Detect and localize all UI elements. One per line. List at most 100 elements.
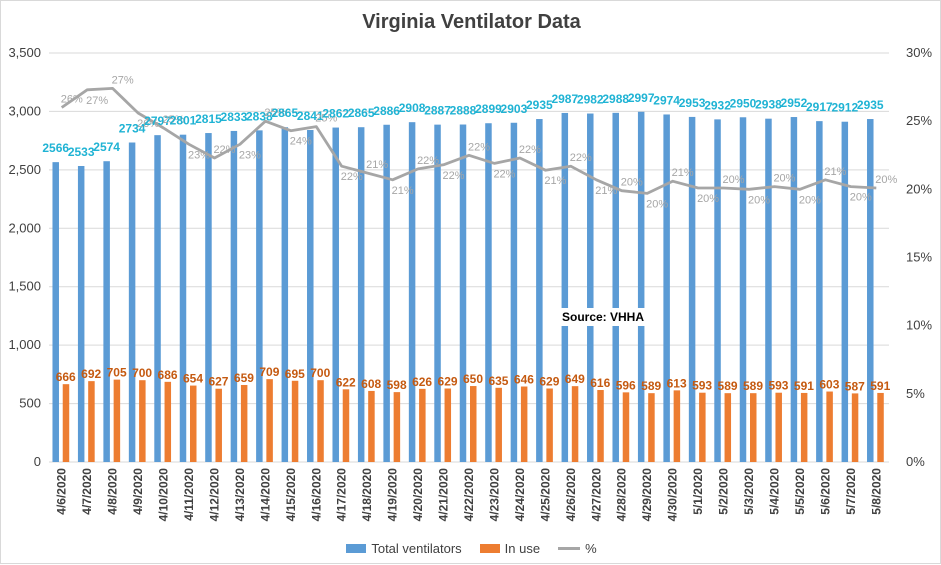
y-right-tick-label: 25% <box>906 113 932 128</box>
x-tick-label: 4/19/2020 <box>386 468 400 522</box>
y-left-tick-label: 3,500 <box>8 45 41 60</box>
data-label-total: 2997 <box>628 91 655 105</box>
data-label-in-use: 608 <box>361 377 381 391</box>
data-label-percent: 20% <box>723 174 745 186</box>
bar-total <box>561 112 569 462</box>
bar-in-use <box>368 390 375 462</box>
data-label-total: 2982 <box>577 93 604 107</box>
data-label-total: 2801 <box>170 114 197 128</box>
data-label-percent: 20% <box>799 194 821 206</box>
y-right-tick-label: 30% <box>906 45 932 60</box>
data-label-percent: 20% <box>748 194 770 206</box>
x-tick-label: 4/26/2020 <box>564 468 578 522</box>
data-label-percent: 22% <box>493 168 515 180</box>
x-tick-label: 4/11/2020 <box>182 468 196 521</box>
x-tick-label: 4/8/2020 <box>106 468 120 515</box>
data-label-in-use: 591 <box>794 379 814 393</box>
bar-total <box>307 130 314 462</box>
data-label-total: 2899 <box>475 102 502 116</box>
bar-in-use <box>62 384 70 462</box>
bar-total <box>841 121 849 462</box>
bar-in-use <box>393 392 401 462</box>
data-label-percent: 23% <box>239 149 261 161</box>
bar-in-use <box>164 381 172 462</box>
data-label-in-use: 616 <box>590 376 610 390</box>
x-tick-label: 4/6/2020 <box>55 468 69 515</box>
data-label-percent: 20% <box>850 192 872 204</box>
x-tick-label: 5/8/2020 <box>869 468 883 515</box>
x-tick-label: 4/14/2020 <box>258 468 272 522</box>
bar-in-use <box>571 386 579 462</box>
bar-total <box>154 135 161 462</box>
data-label-in-use: 709 <box>259 365 279 379</box>
data-label-percent: 21% <box>366 159 388 171</box>
bar-total <box>637 111 645 462</box>
data-label-total: 2888 <box>450 104 477 118</box>
bar-total <box>103 161 110 462</box>
data-label-in-use: 705 <box>107 366 127 380</box>
x-tick-label: 5/7/2020 <box>844 468 858 515</box>
data-label-in-use: 593 <box>768 379 788 393</box>
bar-in-use <box>419 388 426 462</box>
data-label-in-use: 646 <box>514 373 534 387</box>
data-label-in-use: 596 <box>616 378 636 392</box>
bar-total <box>383 124 390 463</box>
data-label-total: 2974 <box>653 93 680 107</box>
x-tick-label: 5/1/2020 <box>691 468 705 515</box>
bar-in-use <box>113 379 121 462</box>
data-label-total: 2566 <box>42 141 69 155</box>
data-label-total: 2862 <box>322 107 349 121</box>
bar-in-use <box>597 390 604 462</box>
data-label-in-use: 589 <box>743 379 763 393</box>
x-tick-label: 5/3/2020 <box>742 468 756 515</box>
data-label-total: 2533 <box>68 145 95 159</box>
bar-total <box>765 118 772 463</box>
data-label-percent: 20% <box>621 177 643 189</box>
data-label-percent: 21% <box>544 175 566 187</box>
bar-total <box>230 130 238 462</box>
x-tick-label: 4/7/2020 <box>80 468 94 515</box>
y-left-tick-label: 0 <box>34 454 41 469</box>
line-percent <box>60 87 877 195</box>
x-tick-label: 4/23/2020 <box>487 468 501 522</box>
x-tick-label: 5/2/2020 <box>717 468 731 515</box>
data-label-in-use: 635 <box>488 374 508 388</box>
data-label-total: 2935 <box>857 98 884 112</box>
bar-total <box>536 119 543 462</box>
bar-in-use <box>317 380 324 462</box>
bar-in-use <box>240 384 248 462</box>
y-right-tick-label: 0% <box>906 454 925 469</box>
x-tick-label: 4/17/2020 <box>335 468 349 522</box>
bar-total <box>612 112 619 462</box>
bar-in-use <box>775 392 782 462</box>
bar-total <box>128 142 136 462</box>
legend-swatch-total <box>346 544 367 553</box>
data-label-total: 2865 <box>348 106 375 120</box>
bar-in-use <box>215 388 222 462</box>
data-label-in-use: 591 <box>870 379 890 393</box>
data-label-percent: 26% <box>137 118 159 130</box>
data-label-percent: 21% <box>392 185 414 197</box>
x-tick-label: 4/10/2020 <box>157 468 171 522</box>
data-label-total: 2938 <box>755 98 782 112</box>
source-annotation: Source: VHHA <box>562 310 644 324</box>
data-label-percent: 22% <box>417 155 439 167</box>
bar-total <box>281 127 289 462</box>
data-label-total: 2917 <box>806 100 833 114</box>
bar-in-use <box>266 379 273 462</box>
data-label-in-use: 626 <box>412 375 432 389</box>
data-label-in-use: 650 <box>463 372 483 386</box>
legend-item-total: Total ventilators <box>346 541 462 556</box>
bar-total <box>77 166 85 462</box>
legend-swatch-inuse <box>479 544 500 553</box>
data-label-in-use: 613 <box>667 376 687 390</box>
bar-in-use <box>877 392 884 462</box>
data-label-in-use: 654 <box>183 372 203 386</box>
data-label-in-use: 695 <box>285 367 305 381</box>
legend-item-inuse: In use <box>479 541 540 556</box>
data-label-in-use: 589 <box>641 379 661 393</box>
bar-total <box>510 122 518 462</box>
x-tick-label: 4/16/2020 <box>309 468 323 522</box>
bar-in-use <box>851 393 859 462</box>
